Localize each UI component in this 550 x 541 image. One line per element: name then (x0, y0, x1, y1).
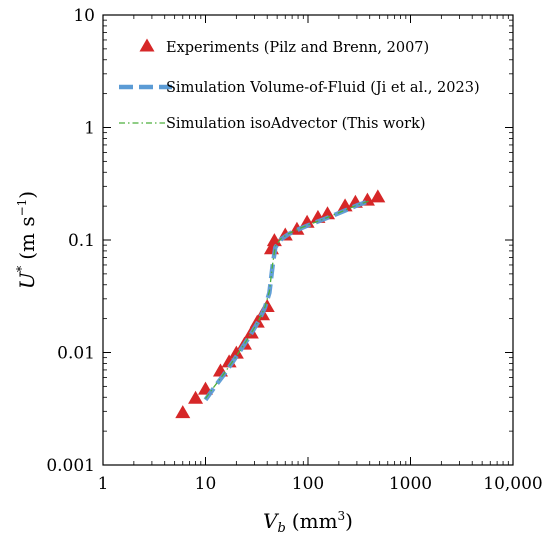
major-ticks (102, 14, 514, 466)
x-tick-labels: 1 10 100 1000 10,000 (98, 474, 543, 494)
legend-label-isoadvector: Simulation isoAdvector (This work) (166, 116, 426, 132)
experiment-marker (337, 198, 353, 212)
legend-entry-vof: Simulation Volume-of-Fluid (Ji et al., 2… (119, 80, 480, 96)
legend-marker-triangle (139, 38, 155, 52)
x-axis-label: Vb (mm3) (263, 509, 353, 536)
legend-entry-isoadvector: Simulation isoAdvector (This work) (119, 116, 426, 132)
legend-entry-experiments: Experiments (Pilz and Brenn, 2007) (139, 38, 429, 56)
experiment-marker (228, 345, 244, 359)
series-line-vof (203, 198, 371, 402)
series-layer (175, 189, 386, 419)
y-tick-label: 0.001 (46, 456, 95, 476)
experiment-marker (370, 189, 386, 203)
x-tick-label: 10 (195, 474, 217, 494)
experiment-marker (175, 405, 191, 419)
x-tick-label: 1 (98, 474, 109, 494)
experiment-marker (320, 206, 336, 220)
legend: Experiments (Pilz and Brenn, 2007) Simul… (119, 38, 480, 132)
experiment-marker (299, 214, 315, 228)
legend-label-experiments: Experiments (Pilz and Brenn, 2007) (166, 40, 429, 56)
y-tick-label: 1 (84, 119, 95, 139)
x-tick-label: 1000 (389, 474, 432, 494)
y-tick-labels: 0.001 0.01 0.1 1 10 (46, 6, 95, 476)
legend-label-vof: Simulation Volume-of-Fluid (Ji et al., 2… (166, 80, 480, 96)
x-tick-label: 100 (292, 474, 324, 494)
y-tick-label: 10 (73, 6, 95, 26)
experiment-marker (266, 233, 282, 247)
experiment-marker (249, 314, 265, 328)
experiment-marker (188, 390, 204, 404)
y-tick-label: 0.1 (68, 231, 95, 251)
minor-ticks (103, 15, 513, 465)
series-line-isoadvector (204, 200, 370, 399)
y-tick-label: 0.01 (57, 344, 95, 364)
x-tick-label: 10,000 (483, 474, 542, 494)
y-axis-label: U*(m s−1) (15, 191, 39, 289)
